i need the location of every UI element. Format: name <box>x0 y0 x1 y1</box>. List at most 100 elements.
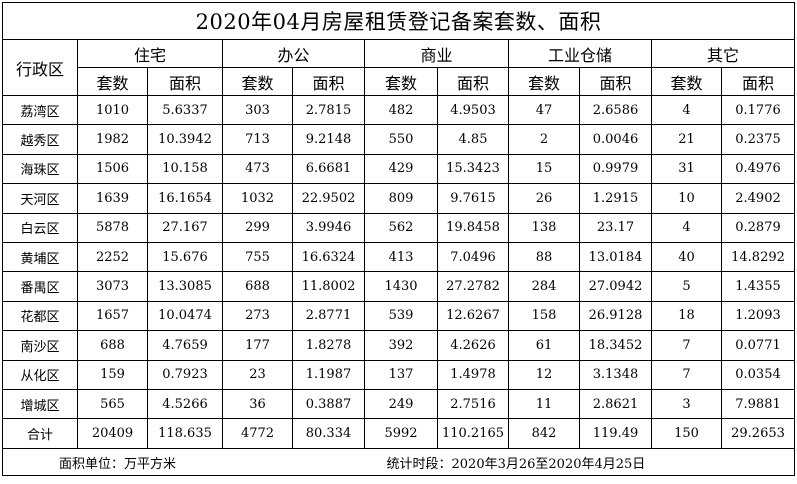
area-cell: 16.1654 <box>147 183 223 214</box>
district-header: 行政区 <box>2 39 78 96</box>
total-cell: 29.2653 <box>720 418 796 450</box>
count-cell: 36 <box>222 388 293 420</box>
count-cell: 1982 <box>77 124 148 155</box>
count-cell: 21 <box>651 124 722 155</box>
total-row: 合计 20409 118.635 4772 80.334 5992 110.21… <box>2 418 796 450</box>
count-cell: 392 <box>364 330 438 361</box>
area-cell: 7.9881 <box>720 388 796 420</box>
count-cell: 31 <box>651 153 722 185</box>
count-cell: 88 <box>508 241 580 273</box>
count-cell: 137 <box>364 359 438 390</box>
footer-row: 面积单位：万平方米 统计时段：2020年3月26至2020年4月25日 <box>2 448 796 477</box>
table-row: 黄埔区 2252 15.676 755 16.6324 413 7.0496 88 13.018… <box>2 241 796 273</box>
group-header-commercial: 商业 <box>364 39 509 68</box>
area-cell: 1.2093 <box>720 300 796 332</box>
count-cell: 159 <box>77 359 148 390</box>
table-row: 天河区 1639 16.1654 1032 22.9502 809 9.7615 26 1.29… <box>2 183 796 214</box>
area-cell: 1.4978 <box>437 359 509 390</box>
count-cell: 688 <box>77 330 148 361</box>
area-cell: 2.7516 <box>437 388 509 420</box>
sub-header-count: 套数 <box>222 67 293 96</box>
count-cell: 550 <box>364 124 438 155</box>
count-cell: 18 <box>651 300 722 332</box>
area-cell: 22.9502 <box>292 183 365 214</box>
count-cell: 138 <box>508 212 580 243</box>
count-cell: 15 <box>508 153 580 185</box>
sub-header-area: 面积 <box>720 67 796 96</box>
area-cell: 9.7615 <box>437 183 509 214</box>
area-cell: 2.8621 <box>579 388 652 420</box>
area-cell: 13.0184 <box>579 241 652 273</box>
count-cell: 413 <box>364 241 438 273</box>
area-cell: 1.1987 <box>292 359 365 390</box>
area-cell: 1.8278 <box>292 330 365 361</box>
area-cell: 0.0354 <box>720 359 796 390</box>
area-cell: 18.3452 <box>579 330 652 361</box>
count-cell: 11 <box>508 388 580 420</box>
area-cell: 1.4355 <box>720 271 796 302</box>
table-row: 白云区 5878 27.167 299 3.9946 562 19.8458 138 23.17… <box>2 212 796 243</box>
area-cell: 14.8292 <box>720 241 796 273</box>
sub-header-area: 面积 <box>292 67 365 96</box>
area-cell: 12.6267 <box>437 300 509 332</box>
count-cell: 3 <box>651 388 722 420</box>
count-cell: 1506 <box>77 153 148 185</box>
area-cell: 6.6681 <box>292 153 365 185</box>
area-cell: 10.3942 <box>147 124 223 155</box>
count-cell: 5878 <box>77 212 148 243</box>
group-header-row: 行政区 住宅 办公 商业 工业仓储 其它 <box>2 39 796 96</box>
district-cell: 荔湾区 <box>2 94 78 126</box>
count-cell: 12 <box>508 359 580 390</box>
count-cell: 713 <box>222 124 293 155</box>
total-cell: 20409 <box>77 418 148 450</box>
count-cell: 303 <box>222 94 293 126</box>
district-cell: 白云区 <box>2 212 78 243</box>
area-cell: 10.0474 <box>147 300 223 332</box>
area-cell: 3.1348 <box>579 359 652 390</box>
district-cell: 番禺区 <box>2 271 78 302</box>
area-cell: 15.3423 <box>437 153 509 185</box>
count-cell: 10 <box>651 183 722 214</box>
count-cell: 473 <box>222 153 293 185</box>
count-cell: 284 <box>508 271 580 302</box>
area-cell: 0.7923 <box>147 359 223 390</box>
count-cell: 4 <box>651 212 722 243</box>
sub-header-count: 套数 <box>508 67 580 96</box>
count-cell: 23 <box>222 359 293 390</box>
area-cell: 23.17 <box>579 212 652 243</box>
table-row: 番禺区 3073 13.3085 688 11.8002 1430 27.2782 284 27… <box>2 271 796 302</box>
area-cell: 16.6324 <box>292 241 365 273</box>
area-cell: 3.9946 <box>292 212 365 243</box>
area-cell: 0.2375 <box>720 124 796 155</box>
area-cell: 0.0046 <box>579 124 652 155</box>
group-header-office: 办公 <box>222 39 365 68</box>
area-unit-note: 面积单位：万平方米 <box>2 448 365 477</box>
count-cell: 249 <box>364 388 438 420</box>
total-cell: 119.49 <box>579 418 652 450</box>
count-cell: 429 <box>364 153 438 185</box>
district-cell: 海珠区 <box>2 153 78 185</box>
period-note: 统计时段：2020年3月26至2020年4月25日 <box>364 448 796 477</box>
area-cell: 11.8002 <box>292 271 365 302</box>
count-cell: 2 <box>508 124 580 155</box>
table-row: 增城区 565 4.5266 36 0.3887 249 2.7516 11 2.8621 3 7.… <box>2 388 796 420</box>
group-header-industrial-warehouse: 工业仓储 <box>508 39 652 68</box>
sub-header-area: 面积 <box>579 67 652 96</box>
count-cell: 4 <box>651 94 722 126</box>
area-cell: 2.8771 <box>292 300 365 332</box>
total-cell: 4772 <box>222 418 293 450</box>
area-cell: 9.2148 <box>292 124 365 155</box>
rental-registration-sheet: 2020年04月房屋租赁登记备案套数、面积 行政区 住宅 办公 商业 工业仓储 … <box>1 2 796 477</box>
area-cell: 7.0496 <box>437 241 509 273</box>
count-cell: 1032 <box>222 183 293 214</box>
district-cell: 增城区 <box>2 388 78 420</box>
group-header-other: 其它 <box>650 39 796 68</box>
area-cell: 0.0771 <box>720 330 796 361</box>
count-cell: 1639 <box>77 183 148 214</box>
area-cell: 13.3085 <box>147 271 223 302</box>
total-cell: 118.635 <box>147 418 223 450</box>
count-cell: 273 <box>222 300 293 332</box>
table-row: 南沙区 688 4.7659 177 1.8278 392 4.2626 61 18.3452 7… <box>2 330 796 361</box>
count-cell: 299 <box>222 212 293 243</box>
area-cell: 5.6337 <box>147 94 223 126</box>
